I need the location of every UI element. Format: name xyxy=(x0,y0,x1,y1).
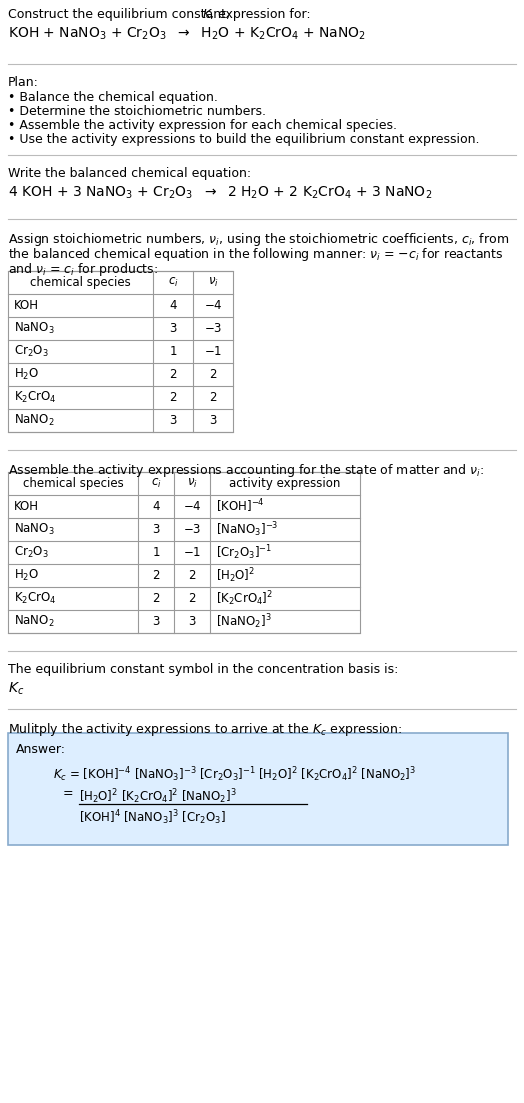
Text: $\nu_i$: $\nu_i$ xyxy=(187,476,198,490)
Text: NaNO$_3$: NaNO$_3$ xyxy=(14,321,54,336)
Text: 2: 2 xyxy=(188,569,196,582)
Text: Write the balanced chemical equation:: Write the balanced chemical equation: xyxy=(8,167,251,180)
Text: 2: 2 xyxy=(169,390,177,404)
Text: 2: 2 xyxy=(169,368,177,381)
Text: [H$_2$O]$^2$: [H$_2$O]$^2$ xyxy=(216,566,255,585)
Text: 2: 2 xyxy=(152,592,160,606)
Text: and $\nu_i$ = $c_i$ for products:: and $\nu_i$ = $c_i$ for products: xyxy=(8,261,158,278)
Text: 2: 2 xyxy=(188,592,196,606)
Text: Construct the equilibrium constant,: Construct the equilibrium constant, xyxy=(8,8,234,21)
Text: $-$3: $-$3 xyxy=(183,523,201,536)
Text: K$_2$CrO$_4$: K$_2$CrO$_4$ xyxy=(14,390,57,405)
Text: , expression for:: , expression for: xyxy=(210,8,311,21)
Bar xyxy=(8,271,233,432)
Text: KOH + NaNO$_3$ + Cr$_2$O$_3$  $\rightarrow$  H$_2$O + K$_2$CrO$_4$ + NaNO$_2$: KOH + NaNO$_3$ + Cr$_2$O$_3$ $\rightarro… xyxy=(8,26,366,42)
Text: 3: 3 xyxy=(169,414,177,427)
Text: Answer:: Answer: xyxy=(16,743,66,756)
Text: [NaNO$_3$]$^{-3}$: [NaNO$_3$]$^{-3}$ xyxy=(216,521,278,539)
Text: Mulitply the activity expressions to arrive at the $K_c$ expression:: Mulitply the activity expressions to arr… xyxy=(8,721,402,738)
Text: H$_2$O: H$_2$O xyxy=(14,568,39,583)
Text: KOH: KOH xyxy=(14,500,39,513)
Text: Plan:: Plan: xyxy=(8,76,39,89)
Text: $c_i$: $c_i$ xyxy=(150,476,161,490)
Text: $c_i$: $c_i$ xyxy=(168,276,178,289)
Bar xyxy=(8,472,360,633)
Bar xyxy=(8,733,508,845)
Text: 4: 4 xyxy=(152,500,160,513)
Text: NaNO$_2$: NaNO$_2$ xyxy=(14,614,54,629)
Text: [KOH]$^{-4}$: [KOH]$^{-4}$ xyxy=(216,497,265,515)
Text: • Use the activity expressions to build the equilibrium constant expression.: • Use the activity expressions to build … xyxy=(8,133,479,146)
Text: [K$_2$CrO$_4$]$^2$: [K$_2$CrO$_4$]$^2$ xyxy=(216,589,273,608)
Text: K: K xyxy=(203,8,211,21)
Text: H$_2$O: H$_2$O xyxy=(14,367,39,382)
Text: $K_c$ = [KOH]$^{-4}$ [NaNO$_3$]$^{-3}$ [Cr$_2$O$_3$]$^{-1}$ [H$_2$O]$^2$ [K$_2$C: $K_c$ = [KOH]$^{-4}$ [NaNO$_3$]$^{-3}$ [… xyxy=(53,765,416,784)
Text: [KOH]$^4$ [NaNO$_3$]$^3$ [Cr$_2$O$_3$]: [KOH]$^4$ [NaNO$_3$]$^3$ [Cr$_2$O$_3$] xyxy=(79,808,226,827)
Text: 3: 3 xyxy=(152,523,160,536)
Text: [NaNO$_2$]$^3$: [NaNO$_2$]$^3$ xyxy=(216,612,271,631)
Text: 1: 1 xyxy=(152,546,160,559)
Text: chemical species: chemical species xyxy=(30,276,131,289)
Text: Assemble the activity expressions accounting for the state of matter and $\nu_i$: Assemble the activity expressions accoun… xyxy=(8,462,484,479)
Text: =: = xyxy=(63,788,74,800)
Text: the balanced chemical equation in the following manner: $\nu_i$ = $-c_i$ for rea: the balanced chemical equation in the fo… xyxy=(8,246,504,263)
Text: 4 KOH + 3 NaNO$_3$ + Cr$_2$O$_3$  $\rightarrow$  2 H$_2$O + 2 K$_2$CrO$_4$ + 3 N: 4 KOH + 3 NaNO$_3$ + Cr$_2$O$_3$ $\right… xyxy=(8,185,432,202)
Text: 1: 1 xyxy=(169,345,177,358)
Text: $-$4: $-$4 xyxy=(183,500,201,513)
Text: • Assemble the activity expression for each chemical species.: • Assemble the activity expression for e… xyxy=(8,119,397,132)
Text: [H$_2$O]$^2$ [K$_2$CrO$_4$]$^2$ [NaNO$_2$]$^3$: [H$_2$O]$^2$ [K$_2$CrO$_4$]$^2$ [NaNO$_2… xyxy=(79,788,237,805)
Text: $K_c$: $K_c$ xyxy=(8,681,24,697)
Text: • Determine the stoichiometric numbers.: • Determine the stoichiometric numbers. xyxy=(8,105,266,118)
Text: chemical species: chemical species xyxy=(23,476,123,490)
Text: Cr$_2$O$_3$: Cr$_2$O$_3$ xyxy=(14,344,49,360)
Text: • Balance the chemical equation.: • Balance the chemical equation. xyxy=(8,92,218,104)
Text: The equilibrium constant symbol in the concentration basis is:: The equilibrium constant symbol in the c… xyxy=(8,663,398,676)
Text: Cr$_2$O$_3$: Cr$_2$O$_3$ xyxy=(14,545,49,560)
Text: $\nu_i$: $\nu_i$ xyxy=(208,276,219,289)
Text: NaNO$_3$: NaNO$_3$ xyxy=(14,522,54,537)
Text: $-$1: $-$1 xyxy=(204,345,222,358)
Text: 3: 3 xyxy=(209,414,217,427)
Text: Assign stoichiometric numbers, $\nu_i$, using the stoichiometric coefficients, $: Assign stoichiometric numbers, $\nu_i$, … xyxy=(8,231,509,248)
Text: 2: 2 xyxy=(209,390,217,404)
Text: 2: 2 xyxy=(209,368,217,381)
Text: 2: 2 xyxy=(152,569,160,582)
Text: 4: 4 xyxy=(169,299,177,312)
Text: KOH: KOH xyxy=(14,299,39,312)
Text: 3: 3 xyxy=(188,615,195,628)
Text: 3: 3 xyxy=(152,615,160,628)
Text: 3: 3 xyxy=(169,322,177,335)
Text: K$_2$CrO$_4$: K$_2$CrO$_4$ xyxy=(14,591,57,606)
Text: activity expression: activity expression xyxy=(230,476,341,490)
Text: $-$4: $-$4 xyxy=(204,299,222,312)
Text: NaNO$_2$: NaNO$_2$ xyxy=(14,413,54,428)
Text: $-$1: $-$1 xyxy=(183,546,201,559)
Text: $-$3: $-$3 xyxy=(204,322,222,335)
Text: [Cr$_2$O$_3$]$^{-1}$: [Cr$_2$O$_3$]$^{-1}$ xyxy=(216,543,272,561)
